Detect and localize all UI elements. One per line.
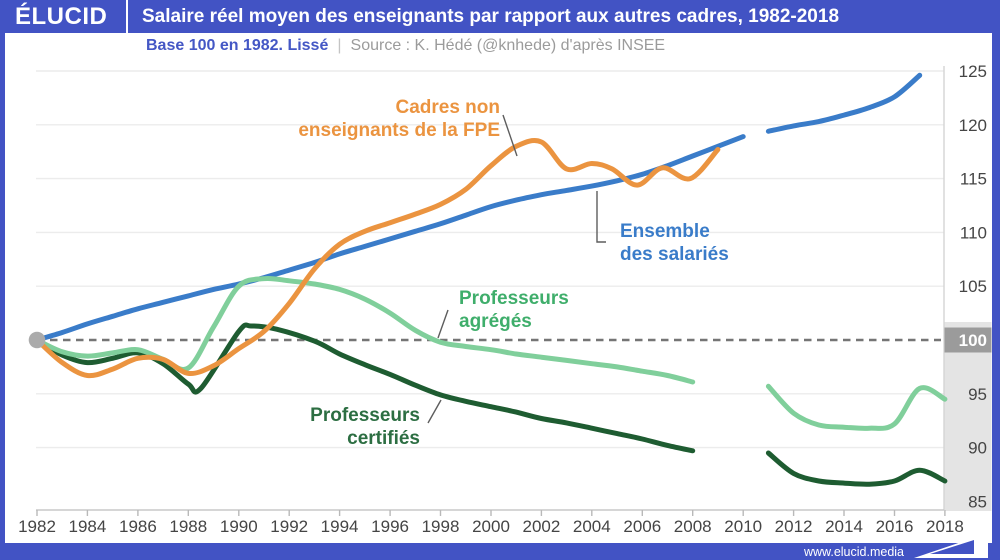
x-tick-label: 1998 — [422, 517, 460, 536]
x-tick-label: 2006 — [623, 517, 661, 536]
x-tick-label: 2018 — [926, 517, 964, 536]
gridlines — [36, 70, 944, 449]
series-line-professeurs-certifies-part1 — [34, 322, 696, 454]
series-label-professeurs-agreges: Professeurs agrégés — [459, 287, 569, 333]
series-line-cadres-non-enseignants-fpe — [34, 138, 721, 379]
series-label-line: Ensemble — [620, 221, 710, 242]
x-tick-label: 2002 — [522, 517, 560, 536]
label-leader-professeurs-agreges — [437, 309, 449, 339]
series-line-ensemble-des-salaries-part2 — [765, 72, 923, 134]
series-label-ensemble-des-salaries: Ensemble des salariés — [620, 220, 729, 266]
chart-title: Salaire réel moyen des enseignants par r… — [142, 5, 840, 27]
series-label-professeurs-certifies: Professeurs certifiés — [298, 404, 420, 450]
x-tick-label: 1992 — [270, 517, 308, 536]
x-axis-labels: 1982 1984 1986 1988 1990 1992 1994 1996 1998 2000… — [18, 510, 964, 536]
base-100-start-marker — [28, 331, 46, 349]
series-line-professeurs-agreges-part2 — [765, 383, 948, 431]
subtitle-bar: Base 100 en 1982. Lissé | Source : K. Hé… — [146, 33, 665, 59]
header-divider — [126, 0, 128, 33]
x-tick-label: 2004 — [573, 517, 611, 536]
x-tick-label: 1986 — [119, 517, 157, 536]
y-tick-label: 95 — [968, 385, 987, 404]
x-tick-label: 2008 — [674, 517, 712, 536]
x-tick-label: 1984 — [68, 517, 106, 536]
y-tick-label: 110 — [960, 223, 987, 242]
x-tick-label: 2016 — [876, 517, 914, 536]
left-border — [0, 0, 5, 560]
series-label-line: des salariés — [620, 244, 729, 265]
header-bar: ÉLUCID Salaire réel moyen des enseignant… — [0, 0, 1000, 33]
footer-bar: www.elucid.media — [0, 533, 1000, 560]
series-label-line: certifiés — [347, 428, 420, 449]
series-label-line: Professeurs — [459, 288, 569, 309]
x-tick-label: 1994 — [321, 517, 359, 536]
website-url: www.elucid.media — [803, 545, 904, 559]
y-tick-label: 120 — [959, 116, 987, 135]
series-label-line: agrégés — [459, 311, 532, 332]
series-line-professeurs-agreges-part1 — [34, 275, 696, 385]
subtitle-divider: | — [337, 37, 342, 54]
y-tick-label: 115 — [960, 170, 987, 189]
brand-logo: ÉLUCID — [15, 2, 108, 30]
label-leader-cadres-non-enseignants-fpe — [502, 114, 518, 157]
x-tick-label: 1988 — [169, 517, 207, 536]
y-tick-label-highlight: 100 — [959, 331, 987, 350]
label-leader-professeurs-certifies — [427, 399, 442, 424]
y-axis-labels: 85 90 95 100 105 110 115 120 125 — [944, 62, 992, 511]
baseline-note: Base 100 en 1982. Lissé — [146, 37, 329, 54]
series-line-professeurs-certifies-part2 — [765, 450, 948, 487]
y-tick-label: 85 — [968, 492, 987, 511]
series-label-line: Cadres non — [395, 97, 500, 118]
x-tick-label: 1990 — [220, 517, 258, 536]
series-label-cadres-non-enseignants-fpe: Cadres non enseignants de la FPE — [278, 96, 500, 142]
x-tick-label: 1982 — [18, 517, 56, 536]
flag-inner-stripe — [930, 540, 974, 554]
y-tick-label: 125 — [959, 62, 987, 81]
elucid-flag-icon — [914, 533, 988, 558]
x-tick-label: 2014 — [825, 517, 863, 536]
x-tick-label: 2010 — [724, 517, 762, 536]
label-leader-ensemble-des-salaries — [596, 191, 606, 243]
x-tick-label: 2000 — [472, 517, 510, 536]
right-border — [992, 0, 1000, 560]
x-tick-label: 2012 — [775, 517, 813, 536]
baseline-tick-box — [944, 327, 992, 353]
x-tick-label: 1996 — [371, 517, 409, 536]
source-credit: Source : K. Hédé (@knhede) d'après INSEE — [350, 37, 666, 54]
series-label-line: enseignants de la FPE — [298, 120, 500, 141]
below-baseline-band — [944, 322, 992, 511]
y-tick-label: 90 — [968, 439, 987, 458]
series-label-line: Professeurs — [310, 405, 420, 426]
y-tick-label: 105 — [959, 277, 987, 296]
